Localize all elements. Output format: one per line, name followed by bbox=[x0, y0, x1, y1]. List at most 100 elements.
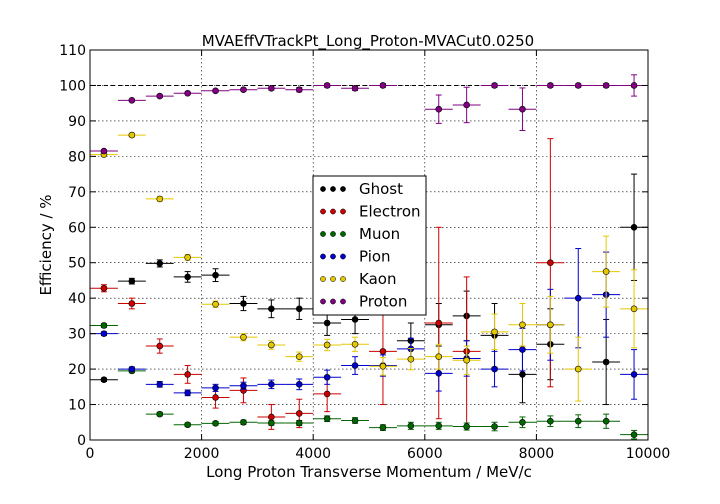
data-marker bbox=[630, 305, 638, 313]
data-point bbox=[257, 299, 286, 319]
data-point bbox=[536, 295, 565, 354]
data-marker bbox=[268, 341, 275, 349]
data-point bbox=[229, 333, 258, 342]
data-marker bbox=[435, 319, 443, 327]
legend-entry-proton: Proton bbox=[320, 293, 407, 311]
data-marker bbox=[295, 410, 303, 417]
data-marker bbox=[463, 423, 470, 430]
legend-marker bbox=[320, 298, 326, 305]
x-axis-label: Long Proton Transverse Momentum / MeV/c bbox=[206, 463, 532, 481]
legend-marker bbox=[340, 186, 346, 192]
data-marker bbox=[100, 322, 108, 329]
x-tick-label: 8000 bbox=[519, 446, 555, 462]
data-marker bbox=[602, 417, 610, 425]
data-marker bbox=[268, 419, 275, 427]
data-marker bbox=[351, 84, 359, 92]
data-marker bbox=[128, 277, 136, 285]
x-tick-label: 0 bbox=[86, 446, 95, 462]
y-tick-label: 100 bbox=[59, 78, 86, 94]
data-marker bbox=[435, 370, 443, 377]
data-marker bbox=[351, 316, 359, 323]
data-marker bbox=[100, 147, 108, 155]
data-marker bbox=[547, 321, 554, 329]
data-point bbox=[424, 355, 453, 392]
legend-marker bbox=[320, 186, 326, 192]
x-tick-label: 4000 bbox=[295, 446, 331, 462]
legend-marker bbox=[320, 208, 326, 215]
legend-entry-electron: Electron bbox=[320, 203, 421, 221]
series-layer bbox=[90, 74, 648, 440]
y-tick-label: 90 bbox=[68, 114, 86, 130]
data-point bbox=[452, 86, 481, 124]
y-tick-label: 0 bbox=[77, 433, 86, 449]
data-marker bbox=[351, 340, 359, 348]
data-point bbox=[201, 268, 230, 283]
data-marker bbox=[463, 101, 470, 109]
legend-marker bbox=[340, 208, 346, 215]
data-point bbox=[117, 277, 146, 285]
data-marker bbox=[407, 422, 415, 430]
data-marker bbox=[184, 371, 191, 378]
data-marker bbox=[128, 365, 136, 373]
data-marker bbox=[491, 82, 498, 89]
data-point bbox=[313, 415, 342, 423]
data-marker bbox=[323, 373, 331, 381]
data-marker bbox=[240, 382, 247, 390]
data-point bbox=[452, 422, 481, 431]
legend-marker bbox=[330, 208, 336, 215]
legend-label: Pion bbox=[359, 248, 391, 266]
data-marker bbox=[379, 362, 387, 370]
data-marker bbox=[156, 195, 164, 203]
series-kaon bbox=[90, 131, 648, 402]
data-marker bbox=[212, 420, 219, 427]
y-tick-label: 110 bbox=[59, 43, 86, 59]
data-point bbox=[90, 147, 118, 155]
data-marker bbox=[630, 223, 638, 231]
data-point bbox=[90, 376, 118, 384]
legend-marker bbox=[320, 231, 326, 237]
legend-entry-ghost: Ghost bbox=[320, 180, 403, 198]
data-marker bbox=[268, 305, 275, 313]
data-point bbox=[592, 82, 621, 89]
data-point bbox=[564, 248, 593, 349]
data-marker bbox=[268, 381, 275, 388]
legend-marker bbox=[330, 253, 336, 260]
chart-title: MVAEffVTrackPt_Long_Proton-MVACut0.0250 bbox=[202, 32, 534, 51]
data-point bbox=[229, 418, 258, 426]
legend-label: Ghost bbox=[359, 180, 403, 198]
data-marker bbox=[574, 417, 582, 425]
data-point bbox=[117, 297, 146, 310]
data-point bbox=[564, 414, 593, 429]
data-marker bbox=[128, 131, 136, 139]
data-marker bbox=[379, 424, 387, 431]
legend-label: Muon bbox=[359, 225, 400, 243]
data-marker bbox=[240, 418, 247, 426]
data-point bbox=[508, 416, 537, 429]
data-point bbox=[592, 413, 621, 429]
data-point bbox=[313, 338, 342, 352]
data-marker bbox=[630, 431, 638, 438]
data-point bbox=[369, 82, 397, 89]
data-marker bbox=[295, 305, 303, 313]
data-marker bbox=[519, 371, 526, 378]
y-tick-label: 70 bbox=[68, 185, 86, 201]
data-marker bbox=[435, 422, 443, 430]
legend-marker bbox=[330, 231, 336, 237]
data-marker bbox=[323, 415, 331, 423]
data-point bbox=[201, 300, 230, 308]
legend-box bbox=[312, 175, 427, 316]
y-tick-label: 40 bbox=[68, 291, 86, 307]
legend-marker bbox=[340, 298, 346, 305]
data-marker bbox=[547, 417, 554, 425]
data-marker bbox=[351, 362, 359, 369]
data-point bbox=[536, 82, 565, 89]
data-point bbox=[285, 351, 314, 362]
data-point bbox=[201, 383, 230, 392]
data-point bbox=[90, 322, 118, 329]
data-point bbox=[285, 86, 314, 94]
data-point bbox=[396, 421, 425, 430]
data-point bbox=[90, 284, 118, 293]
data-marker bbox=[212, 384, 219, 392]
series-muon bbox=[90, 322, 648, 440]
